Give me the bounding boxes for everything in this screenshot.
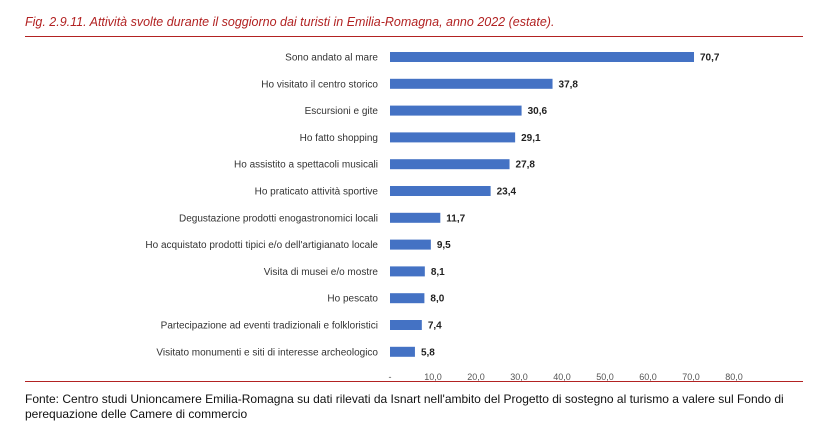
value-label: 30,6 [528, 106, 548, 117]
source-note: Fonte: Centro studi Unioncamere Emilia-R… [25, 392, 784, 421]
value-label: 23,4 [497, 187, 517, 198]
category-label: Ho visitato il centro storico [261, 79, 378, 90]
category-label: Ho acquistato prodotti tipici e/o dell'a… [145, 240, 378, 251]
category-label: Sono andato al mare [285, 53, 378, 64]
source-rule [25, 381, 803, 382]
category-label: Partecipazione ad eventi tradizionali e … [161, 321, 378, 332]
x-axis-ticks: - 10,0 20,0 30,0 40,0 50,0 60,0 70,0 80,0 [389, 372, 743, 382]
value-label: 8,1 [431, 267, 445, 278]
bar [390, 78, 553, 89]
category-label: Escursioni e gite [305, 106, 379, 117]
x-tick-label: 50,0 [596, 372, 614, 382]
x-tick-label: 30,0 [510, 372, 528, 382]
category-label: Visitato monumenti e siti di interesse a… [156, 347, 378, 358]
x-tick-label: 80,0 [725, 372, 743, 382]
category-label: Ho praticato attività sportive [255, 187, 379, 198]
bar [390, 212, 441, 223]
figure-title: Fig. 2.9.11. Attività svolte durante il … [25, 15, 555, 29]
value-label: 9,5 [437, 240, 451, 251]
bar-chart: Sono andato al mare 70,7 Ho visitato il ce… [145, 52, 743, 382]
x-tick-label: 20,0 [467, 372, 485, 382]
bar [390, 239, 431, 250]
value-label: 11,7 [446, 213, 465, 224]
bar [390, 52, 695, 62]
x-tick-label: 60,0 [639, 372, 657, 382]
bars-layer: Sono andato al mare 70,7 Ho visitato il ce… [145, 52, 720, 358]
value-label: 70,7 [700, 53, 720, 64]
x-tick-label: 70,0 [682, 372, 700, 382]
bar [390, 105, 522, 116]
bar [390, 186, 491, 196]
bar [390, 132, 516, 143]
category-label: Ho pescato [327, 294, 378, 305]
category-label: Ho fatto shopping [300, 133, 378, 144]
category-label: Ho assistito a spettacoli musicali [234, 160, 378, 171]
bar [390, 346, 415, 357]
category-label: Degustazione prodotti enogastronomici lo… [179, 213, 378, 224]
value-label: 27,8 [516, 160, 536, 171]
value-label: 7,4 [428, 321, 442, 332]
x-tick-label: 40,0 [553, 372, 571, 382]
value-label: 5,8 [421, 347, 435, 358]
value-label: 8,0 [430, 294, 444, 305]
bar [390, 159, 510, 170]
bar [390, 266, 425, 277]
bar [390, 293, 425, 304]
bar [390, 320, 422, 330]
x-tick-label: 10,0 [424, 372, 442, 382]
title-rule [25, 36, 803, 37]
value-label: 29,1 [521, 133, 541, 144]
category-label: Visita di musei e/o mostre [264, 267, 379, 278]
value-label: 37,8 [559, 79, 579, 90]
x-tick-label: - [389, 372, 392, 382]
